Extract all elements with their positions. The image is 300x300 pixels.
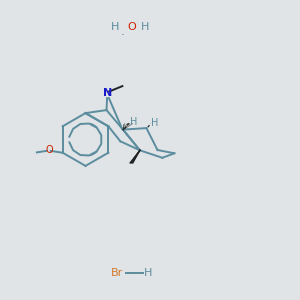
Text: H: H xyxy=(130,117,137,127)
Text: H: H xyxy=(151,118,158,128)
Text: N: N xyxy=(103,88,112,98)
Text: H: H xyxy=(111,22,120,32)
Text: O: O xyxy=(45,145,52,155)
Text: .: . xyxy=(121,25,125,38)
Text: Br: Br xyxy=(111,268,123,278)
Text: H: H xyxy=(141,22,150,32)
Text: O: O xyxy=(128,22,136,32)
Text: H: H xyxy=(144,268,153,278)
